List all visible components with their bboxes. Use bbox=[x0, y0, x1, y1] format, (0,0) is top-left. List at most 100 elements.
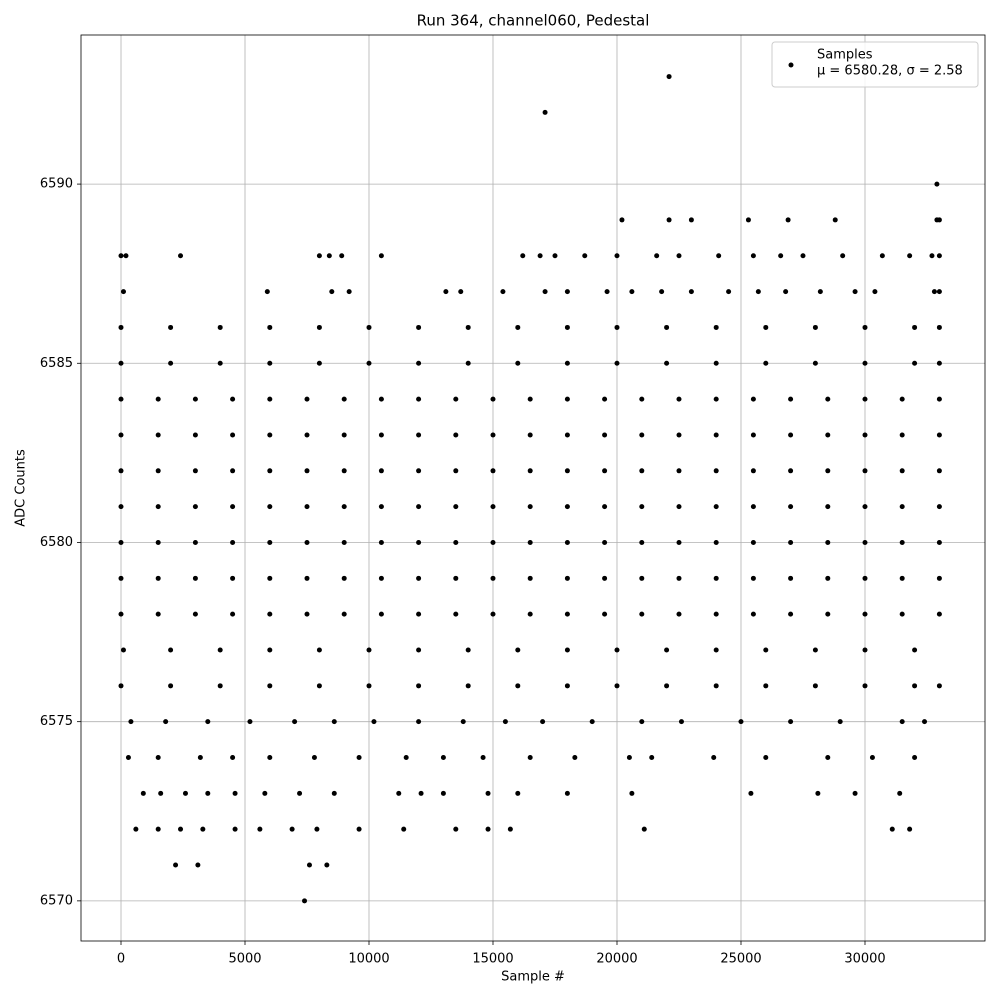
sample-point bbox=[639, 396, 645, 402]
sample-point bbox=[168, 683, 174, 689]
sample-point bbox=[602, 575, 608, 581]
sample-point bbox=[862, 611, 868, 617]
sample-point bbox=[304, 396, 310, 402]
sample-point bbox=[713, 432, 719, 438]
sample-point bbox=[676, 611, 682, 617]
sample-point bbox=[378, 504, 384, 510]
sample-point bbox=[341, 611, 347, 617]
sample-point bbox=[118, 324, 124, 330]
sample-point bbox=[750, 432, 756, 438]
sample-point bbox=[120, 647, 126, 653]
x-tick-label: 30000 bbox=[844, 952, 885, 967]
sample-point bbox=[564, 647, 570, 653]
sample-point bbox=[302, 898, 308, 904]
sample-point bbox=[527, 755, 533, 761]
sample-point bbox=[912, 647, 918, 653]
sample-point bbox=[182, 790, 188, 796]
sample-point bbox=[230, 468, 236, 474]
sample-point bbox=[788, 468, 794, 474]
sample-point bbox=[453, 504, 459, 510]
sample-point bbox=[128, 719, 134, 725]
sample-point bbox=[542, 289, 548, 295]
sample-point bbox=[440, 755, 446, 761]
sample-point bbox=[912, 360, 918, 366]
sample-point bbox=[217, 360, 223, 366]
sample-point bbox=[872, 289, 878, 295]
sample-point bbox=[316, 360, 322, 366]
x-tick-label: 20000 bbox=[596, 952, 637, 967]
sample-point bbox=[515, 683, 521, 689]
sample-point bbox=[527, 468, 533, 474]
sample-point bbox=[666, 217, 672, 223]
sample-point bbox=[688, 217, 694, 223]
sample-point bbox=[267, 324, 273, 330]
sample-point bbox=[490, 432, 496, 438]
sample-point bbox=[118, 504, 124, 510]
sample-point bbox=[837, 719, 843, 725]
sample-point bbox=[490, 539, 496, 545]
sample-point bbox=[852, 289, 858, 295]
sample-point bbox=[155, 575, 161, 581]
sample-point bbox=[326, 253, 332, 259]
sample-point bbox=[316, 253, 322, 259]
sample-point bbox=[676, 468, 682, 474]
sample-point bbox=[168, 360, 174, 366]
sample-point bbox=[515, 647, 521, 653]
sample-point bbox=[341, 396, 347, 402]
sample-point bbox=[666, 74, 672, 80]
sample-point bbox=[230, 504, 236, 510]
sample-point bbox=[267, 432, 273, 438]
sample-point bbox=[515, 790, 521, 796]
sample-point bbox=[490, 468, 496, 474]
sample-point bbox=[230, 432, 236, 438]
sample-point bbox=[314, 826, 320, 832]
sample-point bbox=[602, 539, 608, 545]
sample-point bbox=[123, 253, 129, 259]
x-tick-label: 5000 bbox=[228, 952, 261, 967]
sample-point bbox=[416, 719, 422, 725]
sample-point bbox=[440, 790, 446, 796]
sample-point bbox=[800, 253, 806, 259]
sample-point bbox=[341, 575, 347, 581]
sample-point bbox=[500, 289, 506, 295]
sample-point bbox=[267, 755, 273, 761]
sample-point bbox=[564, 324, 570, 330]
sample-point bbox=[155, 504, 161, 510]
sample-point bbox=[713, 683, 719, 689]
sample-point bbox=[453, 468, 459, 474]
sample-point bbox=[862, 539, 868, 545]
sample-point bbox=[366, 360, 372, 366]
sample-point bbox=[840, 253, 846, 259]
sample-point bbox=[118, 611, 124, 617]
sample-point bbox=[341, 504, 347, 510]
sample-point bbox=[564, 539, 570, 545]
sample-point bbox=[155, 611, 161, 617]
legend-box bbox=[771, 41, 979, 88]
sample-point bbox=[934, 181, 940, 187]
sample-point bbox=[230, 755, 236, 761]
sample-point bbox=[602, 432, 608, 438]
sample-point bbox=[416, 396, 422, 402]
sample-point bbox=[936, 468, 942, 474]
sample-point bbox=[416, 647, 422, 653]
sample-point bbox=[230, 396, 236, 402]
sample-point bbox=[490, 575, 496, 581]
sample-point bbox=[267, 647, 273, 653]
sample-point bbox=[750, 396, 756, 402]
sample-point bbox=[785, 217, 791, 223]
sample-point bbox=[936, 432, 942, 438]
sample-point bbox=[416, 575, 422, 581]
sample-point bbox=[192, 575, 198, 581]
sample-point bbox=[378, 575, 384, 581]
sample-point bbox=[292, 719, 298, 725]
sample-point bbox=[750, 611, 756, 617]
sample-point bbox=[346, 289, 352, 295]
sample-point bbox=[163, 719, 169, 725]
sample-point bbox=[267, 539, 273, 545]
x-axis-label: Sample # bbox=[501, 970, 565, 985]
sample-point bbox=[912, 683, 918, 689]
sample-point bbox=[812, 360, 818, 366]
sample-point bbox=[133, 826, 139, 832]
sample-point bbox=[750, 253, 756, 259]
sample-point bbox=[604, 289, 610, 295]
